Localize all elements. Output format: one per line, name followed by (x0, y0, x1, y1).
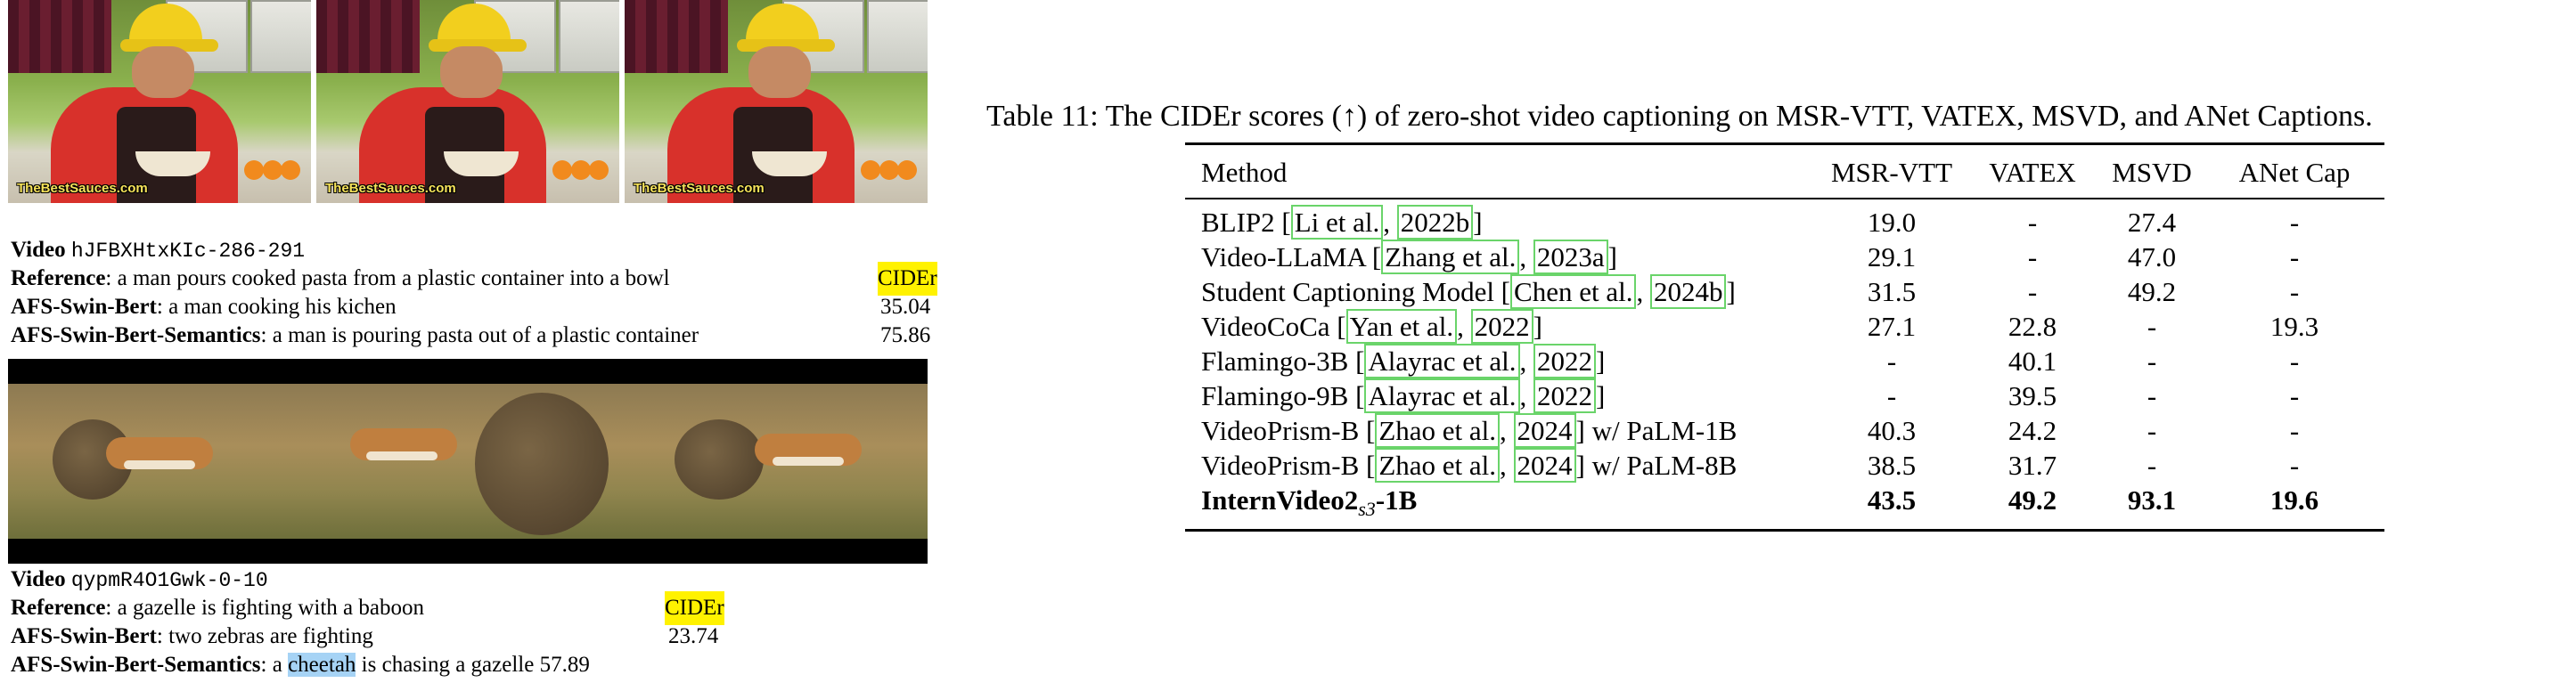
mid-rule (1185, 198, 2384, 199)
table-row: BLIP2 [Li et al., 2022b] 19.0-27.4- (1201, 205, 2300, 240)
table-row: VideoCoCa [Yan et al., 2022] 27.1 22.8-19… (1201, 309, 2319, 344)
video-id-line: Video qypmR4O1Gwk-0-10 (11, 567, 268, 592)
video-id-line: Video hJFBXHtxKIc-286-291 (11, 238, 306, 263)
reference-caption: Reference: a man pours cooked pasta from… (11, 266, 670, 290)
video-frame (8, 359, 315, 564)
video-frame (315, 359, 621, 564)
header-anetcap: ANet Cap (2238, 157, 2351, 188)
table-row: VideoPrism-B [Zhao et al., 2024] w/ PaLM… (1201, 413, 2300, 448)
citation-link[interactable]: Yan et al. (1345, 309, 1458, 344)
table-row-ours: InternVideo2s3-1B 43.5 49.2 93.1 19.6 (1201, 484, 2319, 521)
table-row: Flamingo-3B [Alayrac et al., 2022] -40.1… (1201, 344, 2300, 378)
citation-link[interactable]: 2023a (1533, 240, 1608, 274)
citation-link[interactable]: 2022 (1533, 344, 1597, 378)
table-row: Video-LLaMA [Zhang et al., 2023a] 29.1-4… (1201, 240, 2300, 274)
citation-link[interactable]: Alayrac et al. (1364, 344, 1520, 378)
citation-link[interactable]: 2022 (1533, 378, 1597, 413)
model1-caption: AFS-Swin-Bert: two zebras are fighting (11, 624, 373, 648)
citation-link[interactable]: 2022 (1470, 309, 1533, 344)
model2-score: 57.89 (539, 653, 590, 677)
video-frame: TheBestSauces.com (625, 0, 928, 203)
video-frame: TheBestSauces.com (316, 0, 619, 203)
cider-header: CIDEr (665, 591, 724, 625)
model2-caption: AFS-Swin-Bert-Semantics: a cheetah is ch… (11, 653, 590, 677)
top-rule (1185, 142, 2384, 145)
citation-link[interactable]: Zhang et al. (1381, 240, 1520, 274)
citation-link[interactable]: Zhao et al. (1375, 448, 1501, 483)
model1-caption: AFS-Swin-Bert: a man cooking his kichen (11, 295, 397, 319)
watermark: TheBestSauces.com (634, 181, 765, 196)
video-frame (621, 359, 928, 564)
citation-link[interactable]: 2022b (1396, 205, 1474, 240)
table-row: Student Captioning Model [Chen et al., 2… (1201, 274, 2300, 309)
video-id: hJFBXHtxKIc-286-291 (70, 240, 306, 263)
citation-link[interactable]: Li et al. (1290, 205, 1384, 240)
table-header-row: Method MSR-VTT VATEX MSVD ANet Cap (1185, 155, 2384, 190)
video-frame: TheBestSauces.com (8, 0, 311, 203)
video-frames-savanna (8, 359, 928, 564)
bottom-rule (1185, 529, 2384, 532)
table-caption: Table 11: The CIDEr scores (↑) of zero-s… (986, 100, 2373, 133)
citation-link[interactable]: Chen et al. (1510, 274, 1637, 309)
citation-link[interactable]: Alayrac et al. (1364, 378, 1520, 413)
reference-caption: Reference: a gazelle is fighting with a … (11, 596, 424, 620)
video-id: qypmR4O1Gwk-0-10 (70, 569, 268, 592)
table-row: VideoPrism-B [Zhao et al., 2024] w/ PaLM… (1201, 448, 2300, 483)
header-msrvtt: MSR-VTT (1830, 157, 1953, 188)
table-row: Flamingo-9B [Alayrac et al., 2022] -39.5… (1201, 378, 2300, 413)
header-method: Method (1201, 157, 1288, 188)
model2-score: 75.86 (880, 323, 931, 347)
citation-link[interactable]: 2024b (1649, 274, 1727, 309)
highlighted-word: cheetah (288, 653, 356, 677)
qualitative-figure: TheBestSauces.com TheBestSauces.com TheB… (0, 0, 962, 691)
citation-link[interactable]: 2024 (1513, 413, 1576, 448)
header-vatex: VATEX (1989, 157, 2076, 188)
citation-link[interactable]: 2024 (1513, 448, 1576, 483)
citation-link[interactable]: Zhao et al. (1375, 413, 1501, 448)
video-frames-kitchen: TheBestSauces.com TheBestSauces.com TheB… (8, 0, 928, 203)
watermark: TheBestSauces.com (17, 181, 148, 196)
model1-score: 23.74 (668, 624, 719, 648)
cider-header: CIDEr (878, 262, 937, 296)
model2-caption: AFS-Swin-Bert-Semantics: a man is pourin… (11, 323, 699, 347)
watermark: TheBestSauces.com (325, 181, 456, 196)
header-msvd: MSVD (2112, 157, 2192, 188)
model1-score: 35.04 (880, 295, 931, 319)
